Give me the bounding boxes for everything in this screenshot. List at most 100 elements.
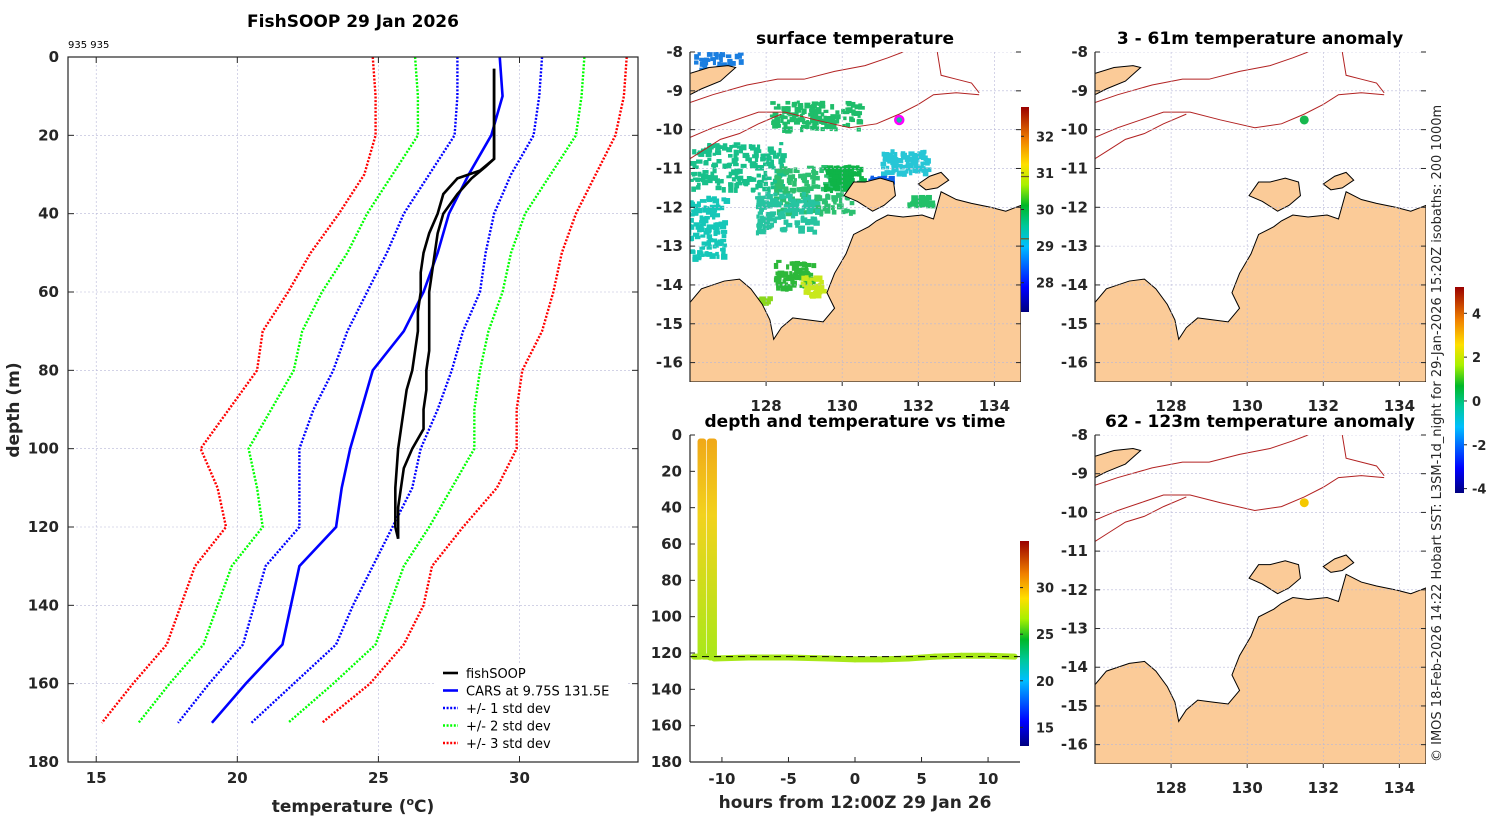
sst-pixel	[700, 177, 704, 182]
anomaly-shallow-panel: 3 - 61m temperature anomaly -8 -9 -10 -11 -1…	[1061, 29, 1426, 415]
sst-pixel	[769, 149, 775, 155]
sst-pixel	[805, 190, 811, 194]
sst-pixel	[696, 159, 703, 164]
sst-pixel	[710, 238, 718, 243]
sst-pixel	[782, 190, 788, 195]
sst-pixel	[707, 144, 713, 149]
sst-pixel	[697, 253, 701, 259]
sst-pixel	[770, 159, 774, 165]
sst-pixel	[757, 196, 765, 202]
sst-pixel	[788, 174, 793, 181]
sst-pixel	[759, 215, 765, 220]
sst-pixel	[719, 145, 723, 150]
sst-pixel	[823, 183, 829, 190]
sst-pixel	[812, 175, 817, 180]
sst-pixel	[794, 106, 802, 113]
sst-pixel	[776, 103, 781, 107]
sst-pixel	[705, 208, 711, 215]
sst-pixel	[690, 224, 695, 230]
sst-pixel	[787, 204, 793, 209]
sst-pixel	[812, 120, 819, 125]
sst-pixel	[706, 244, 712, 250]
lon-tick-label: 130	[1232, 397, 1263, 415]
sst-pixel	[771, 166, 776, 170]
sst-pixel	[778, 148, 782, 154]
sst-pixel	[772, 178, 780, 184]
depth-tick-label: 20	[661, 462, 682, 480]
sst-pixel	[785, 106, 791, 111]
sst-pixel	[845, 122, 851, 128]
x-tick-label: 30	[509, 769, 530, 787]
sst-pixel	[848, 172, 853, 179]
sst-pixel	[711, 214, 716, 220]
sst-pixel	[767, 186, 771, 193]
y-tick-label: 60	[38, 283, 59, 301]
sst-pixel	[774, 198, 779, 203]
sst-pixel	[805, 197, 811, 201]
sst-pixel	[856, 170, 862, 177]
sst-pixel	[691, 172, 696, 177]
sst-pixel	[756, 214, 760, 219]
isobath-line	[936, 52, 980, 94]
land-timor	[1095, 448, 1142, 479]
sst-pixel	[706, 179, 713, 184]
sst-pixel	[697, 52, 701, 56]
sst-pixel	[701, 221, 706, 227]
sst-pixel	[699, 215, 704, 221]
sst-pixel	[791, 265, 797, 271]
sst-pixel	[774, 183, 780, 187]
sst-pixel	[849, 116, 854, 122]
sst-pixel	[783, 277, 789, 282]
sst-pixel	[925, 194, 930, 199]
y-tick-label: 0	[49, 48, 59, 66]
sst-pixel	[716, 227, 720, 232]
sst-pixel	[771, 121, 775, 126]
sst-pixel	[824, 123, 831, 129]
lon-tick-label: 128	[1155, 397, 1186, 415]
sst-pixel	[781, 227, 787, 233]
sst-pixel	[812, 115, 818, 120]
sst-pixel	[715, 231, 721, 235]
sst-pixel	[776, 259, 782, 263]
std-dev-line	[287, 57, 586, 724]
sst-pixel	[756, 182, 763, 189]
fishsoop-upcast-line	[396, 68, 496, 539]
colorbar-tick-label: 28	[1036, 277, 1054, 292]
sst-pixel	[701, 241, 708, 246]
sst-pixel	[720, 229, 728, 234]
sst-pixel	[749, 177, 757, 182]
sst-pixel	[763, 181, 768, 187]
sst-pixel	[832, 196, 839, 202]
sst-pixel	[851, 109, 856, 115]
sst-pixel	[897, 163, 903, 168]
lat-tick-label: -9	[1071, 465, 1088, 483]
colorbar-tick-label: 4	[1472, 307, 1481, 322]
sst-pixel	[707, 157, 712, 161]
sst-pixel	[887, 160, 894, 164]
depth-tick-label: 100	[651, 608, 682, 626]
sst-pixel	[716, 159, 722, 164]
sst-pixel	[691, 186, 696, 192]
sst-pixel	[799, 187, 807, 191]
sst-pixel	[713, 52, 719, 57]
sst-pixel	[793, 114, 797, 120]
sst-pixel	[810, 104, 816, 108]
sst-pixel	[795, 222, 799, 228]
sst-pixel	[734, 187, 738, 193]
sst-pixel	[716, 254, 720, 259]
sst-pixel	[762, 217, 769, 223]
sst-pixel	[913, 157, 920, 163]
time-tick-label: 0	[850, 770, 860, 788]
sst-pixel	[798, 225, 805, 229]
profile-panel: FishSOOP 29 Jan 2026 935 935 15 20 25 30 0 20…	[4, 12, 639, 817]
sst-pixel	[835, 166, 841, 172]
lat-tick-label: -16	[1061, 354, 1088, 372]
sst-pixel	[811, 208, 816, 213]
sst-pixel	[745, 157, 749, 162]
lon-tick-label: 132	[1308, 397, 1339, 415]
sst-pixel	[707, 174, 715, 181]
isobath-line	[690, 113, 782, 160]
sst-pixel	[759, 229, 767, 235]
sst-pixel	[792, 180, 797, 187]
